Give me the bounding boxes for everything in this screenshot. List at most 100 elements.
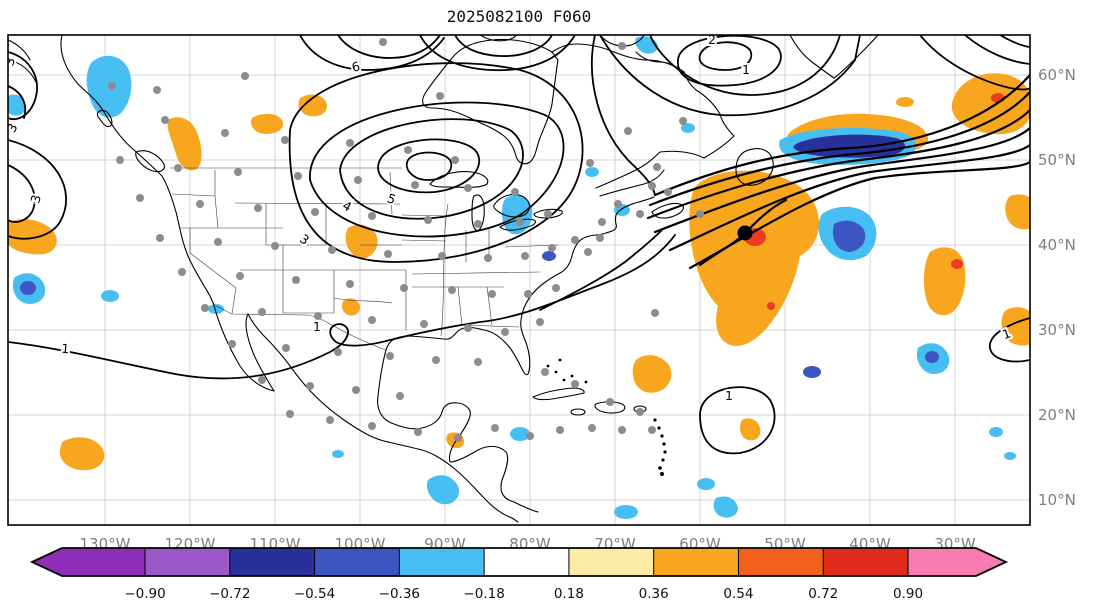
contour-line [8,234,676,380]
fill-patch [803,366,821,378]
coastline [660,434,664,438]
coastline [96,109,113,128]
fill-patch [208,304,224,314]
colorbar-tick-label: −0.36 [379,586,420,602]
state-border [333,297,393,304]
coastline [546,364,550,368]
fill-patch [740,418,761,441]
fill-patch [167,117,202,171]
colorbar-segment [823,548,909,576]
station-dot [368,422,376,430]
fill-patch [250,113,284,134]
contour-line [299,35,445,71]
contour-line [377,138,481,194]
station-dot [306,382,314,390]
station-dot [236,272,244,280]
contour-line [454,35,553,57]
fill-patch [1004,452,1016,460]
colorbar-segment [653,548,739,576]
station-dot [214,238,222,246]
fill-patch [1005,194,1030,230]
colorbar-segment [738,548,824,576]
fill-patch [896,97,914,107]
station-dot [420,320,428,328]
station-dot [511,188,519,196]
fill-patch [542,251,556,261]
map-frame [7,34,1031,526]
fill-patch [8,219,57,255]
colorbar-outline [29,547,1009,577]
coastline [8,39,31,61]
station-dot [352,386,360,394]
station-dot [544,210,552,218]
colorbar-segment [145,548,230,576]
fill-patch [298,94,328,117]
station-dot [454,434,462,442]
lat-tick-label: 40°N [1038,236,1076,254]
fill-patch [20,281,36,295]
contour-label: 3 [27,193,44,205]
station-dot [552,284,560,292]
station-dot [526,432,534,440]
page-title: 2025082100 F060 [447,7,592,26]
station-dot [258,308,266,316]
station-dot [346,280,354,288]
station-dot [696,210,704,218]
fill-patch [951,259,963,269]
contour-label: 5 [385,190,398,207]
station-dot [571,236,579,244]
station-dot [474,358,482,366]
state-border [215,305,387,351]
colorbar-tick-label: −0.54 [294,586,335,602]
colorbar-segment [314,548,400,576]
coastline [584,380,588,384]
station-dot [400,284,408,292]
colorbar-tick-label: −0.90 [124,586,165,602]
coastline [651,202,684,219]
fill-patch [925,351,939,363]
contour-line [653,73,1030,197]
station-dot [292,276,300,284]
station-dot [596,234,604,242]
station-dot [648,426,656,434]
fill-patch [510,427,530,441]
contour-line [419,35,576,72]
fill-patch [832,220,866,252]
contour-label: 1 [313,319,321,334]
coastline [789,35,879,79]
grid-lines [8,35,1030,525]
station-dot [464,324,472,332]
contour-line [8,139,67,240]
station-dot [474,220,482,228]
station-dot [664,188,672,196]
station-dot [432,356,440,364]
station-dot [234,168,242,176]
fill-patch [632,355,672,393]
state-border [401,214,449,217]
fill-patch [924,247,966,316]
station-dot [241,72,249,80]
coastline [422,38,559,165]
contour-line [539,229,663,311]
station-dot [436,92,444,100]
fill-patch [681,123,695,133]
coastline [595,150,705,189]
contour-line [648,90,1030,207]
station-dot [156,234,164,242]
station-dot [541,368,549,376]
coastline [8,59,37,83]
fill-patch [767,302,775,310]
station-dot [294,172,302,180]
contour-line [653,126,1030,234]
station-dot [464,184,472,192]
station-dot [326,416,334,424]
station-dot [116,156,124,164]
station-dot [281,136,289,144]
state-border [486,286,493,326]
lat-tick-label: 10°N [1038,491,1076,509]
station-dot [153,86,161,94]
station-dot [221,129,229,137]
state-border [457,286,463,326]
station-dot [584,248,592,256]
